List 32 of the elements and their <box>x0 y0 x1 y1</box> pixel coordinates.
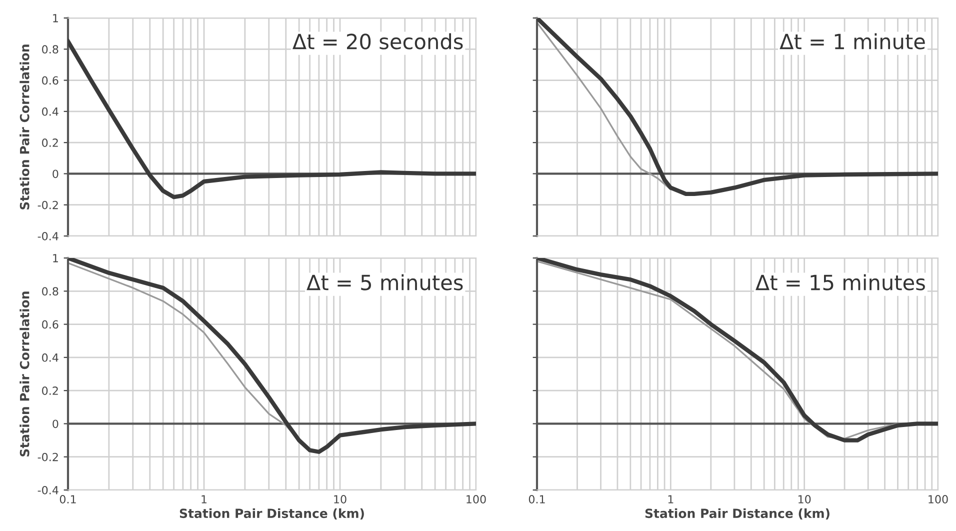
x-tick-label: 10 <box>334 495 346 504</box>
y-tick-label: 0 <box>52 170 58 178</box>
x-axis-title: Station Pair Distance (km) <box>645 508 830 520</box>
y-tick-label: 0.6 <box>42 76 58 85</box>
y-tick-label: 0.2 <box>42 386 58 395</box>
x-tick-label: 100 <box>928 495 948 504</box>
y-tick-label: 0.2 <box>42 138 58 147</box>
x-axis-title: Station Pair Distance (km) <box>180 508 364 520</box>
y-tick-label: 0.8 <box>42 45 58 54</box>
y-tick-label: 0 <box>52 420 58 428</box>
x-tick-label: 1 <box>202 495 207 504</box>
x-tick-label: 0.1 <box>60 495 76 504</box>
y-tick-label: 0.4 <box>42 107 58 116</box>
y-tick-label: 1 <box>53 14 58 22</box>
y-tick-label: -0.4 <box>38 486 58 494</box>
y-axis-title: Station Pair Correlation <box>20 44 30 210</box>
x-tick-label: 0.1 <box>528 495 545 504</box>
y-tick-label: 0.6 <box>42 320 58 329</box>
x-tick-label: 1 <box>668 495 674 504</box>
annotation: Δt = 20 seconds <box>292 33 463 50</box>
y-tick-label: 1 <box>53 254 58 262</box>
y-tick-label: -0.4 <box>38 232 58 240</box>
annotation: Δt = 15 minutes <box>756 274 925 290</box>
y-axis-title: Station Pair Correlation <box>20 292 30 456</box>
y-tick-label: -0.2 <box>38 452 58 462</box>
y-tick-label: 0.4 <box>42 353 58 362</box>
annotation: Δt = 1 minute <box>780 33 925 50</box>
x-tick-label: 10 <box>798 495 811 504</box>
y-tick-label: 0.8 <box>42 287 58 296</box>
annotation: Δt = 5 minutes <box>306 274 463 290</box>
x-tick-label: 100 <box>466 495 486 504</box>
y-tick-label: -0.2 <box>38 200 58 210</box>
